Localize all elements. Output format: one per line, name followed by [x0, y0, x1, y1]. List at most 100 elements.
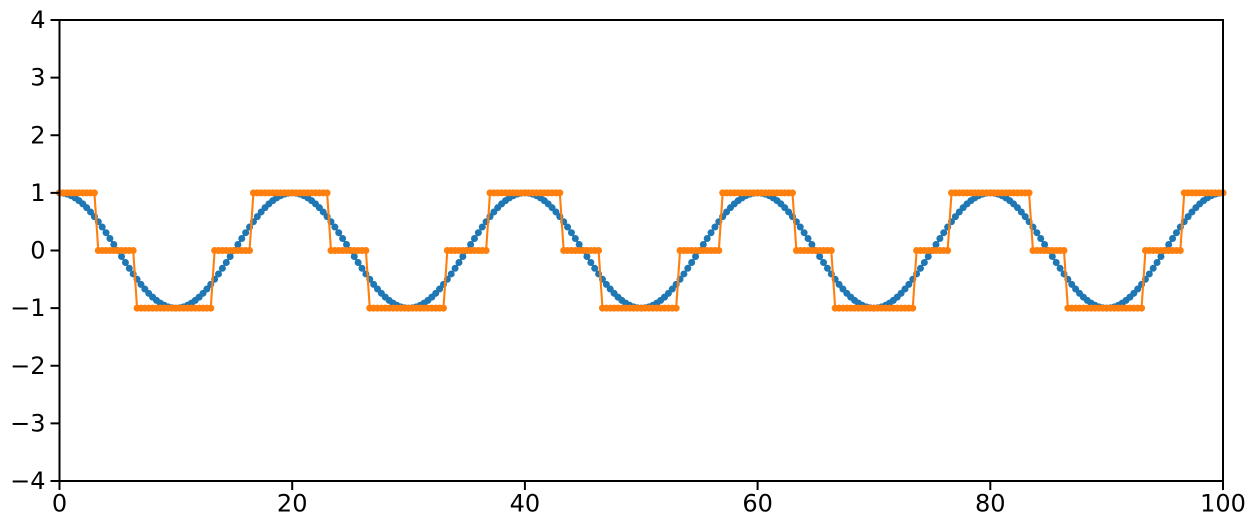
cosine-wave-point	[102, 229, 110, 237]
cosine-wave-point	[571, 235, 579, 243]
cosine-wave-point	[1134, 285, 1142, 293]
cosine-wave-point	[467, 240, 475, 248]
series-rounded-cosine-wave	[56, 189, 1227, 312]
cosine-wave-point	[951, 213, 959, 221]
cosine-wave-point	[680, 270, 688, 278]
cosine-wave-point	[940, 229, 948, 237]
cosine-wave-point	[319, 208, 327, 216]
cosine-wave-point	[451, 264, 459, 272]
y-tick-label: 3	[30, 64, 45, 92]
y-tick-label: 2	[30, 121, 45, 149]
cosine-wave-point	[370, 280, 378, 288]
cosine-wave-point	[668, 285, 676, 293]
series-layer	[56, 189, 1227, 312]
cosine-wave-point	[1052, 258, 1060, 266]
cosine-wave-point	[106, 235, 114, 243]
cosine-wave-point	[125, 264, 133, 272]
cosine-wave-point	[1068, 280, 1076, 288]
ticks-layer	[50, 19, 1224, 490]
cosine-wave-point	[575, 240, 583, 248]
cosine-wave-point	[1056, 264, 1064, 272]
cosine-wave-point	[358, 264, 366, 272]
cosine-wave-point	[924, 253, 932, 261]
cosine-wave-point	[932, 240, 940, 248]
cosine-wave-point	[587, 258, 595, 266]
cosine-wave-point	[222, 258, 230, 266]
cosine-wave-point	[823, 264, 831, 272]
cosine-wave-point	[699, 240, 707, 248]
cosine-wave-point	[564, 223, 572, 231]
rounded-cosine-wave-point	[715, 247, 723, 254]
cosine-wave-point	[1184, 213, 1192, 221]
cosine-wave-point	[1041, 240, 1049, 248]
cosine-wave-point	[684, 264, 692, 272]
cosine-wave-point	[331, 223, 339, 231]
rounded-cosine-wave-point	[1060, 247, 1068, 254]
cosine-wave-point	[920, 258, 928, 266]
cosine-wave-point	[816, 253, 824, 261]
cosine-wave-point	[1157, 253, 1165, 261]
rounded-cosine-wave-point	[944, 247, 952, 254]
x-tick-label: 60	[742, 490, 773, 518]
cosine-wave-point	[1149, 264, 1157, 272]
cosine-wave-point	[215, 270, 223, 278]
cosine-wave-point	[552, 208, 560, 216]
cosine-wave-point	[87, 208, 95, 216]
x-tick-label: 100	[1200, 490, 1246, 518]
cosine-wave-point	[835, 280, 843, 288]
y-tick-label: −4	[10, 467, 45, 495]
cosine-wave-point	[1017, 208, 1025, 216]
cosine-wave-point	[459, 253, 467, 261]
y-tick-label: −3	[10, 409, 45, 437]
cosine-wave-point	[447, 270, 455, 278]
cosine-wave-point	[1169, 235, 1177, 243]
cosine-wave-point	[242, 229, 250, 237]
x-tick-label: 20	[277, 490, 308, 518]
cosine-wave-point	[343, 240, 350, 248]
cosine-wave-point	[707, 229, 715, 237]
cosine-wave-point	[238, 235, 246, 243]
cosine-wave-point	[804, 235, 812, 243]
cosine-wave-point	[936, 235, 944, 243]
cosine-wave-point	[226, 253, 234, 261]
cosine-wave-point	[1145, 270, 1153, 278]
rounded-cosine-wave-point	[672, 304, 680, 312]
cosine-wave-point	[800, 229, 808, 237]
rounded-cosine-wave-point	[90, 189, 98, 197]
cosine-wave-point	[335, 229, 343, 237]
cosine-wave-point	[137, 280, 145, 288]
cosine-wave-point	[110, 240, 118, 248]
rounded-cosine-wave-point	[827, 247, 835, 254]
cosine-wave-point	[808, 240, 816, 248]
cosine-wave-point	[1033, 229, 1041, 237]
rounded-cosine-wave-point	[1025, 189, 1033, 197]
cosine-wave-point	[1037, 235, 1045, 243]
cosine-wave-point	[118, 253, 126, 261]
y-tick-label: 1	[30, 179, 45, 207]
y-tick-label: −2	[10, 352, 45, 380]
cosine-wave-point	[688, 258, 696, 266]
cosine-wave-point	[98, 223, 106, 231]
rounded-cosine-wave-point	[595, 247, 603, 254]
cosine-wave-point	[474, 229, 482, 237]
tick-labels-layer: 0 20 40 60 80 100 −4 −3 −2 −1 0 1 2 3 4	[10, 6, 1246, 518]
cosine-wave-point	[253, 213, 261, 221]
cosine-wave-point	[455, 258, 463, 266]
cosine-wave-point	[1048, 253, 1056, 261]
rounded-cosine-wave-point	[129, 247, 137, 254]
cosine-wave-point	[1153, 258, 1161, 266]
cosine-wave-point	[567, 229, 575, 237]
cosine-wave-point	[350, 253, 358, 261]
y-tick-label: 4	[30, 6, 45, 34]
rounded-cosine-wave-point	[323, 189, 331, 197]
rounded-cosine-wave-point	[482, 247, 490, 254]
cosine-wave-point	[1172, 229, 1180, 237]
cosine-wave-point	[1165, 240, 1173, 248]
cosine-wave-point	[905, 280, 913, 288]
cosine-wave-point	[354, 258, 362, 266]
y-tick-label: 0	[30, 237, 45, 265]
x-tick-label: 0	[52, 490, 67, 518]
rounded-cosine-wave-point	[1176, 247, 1184, 254]
rounded-cosine-wave-point	[246, 247, 254, 254]
cosine-wave-point	[121, 258, 129, 266]
